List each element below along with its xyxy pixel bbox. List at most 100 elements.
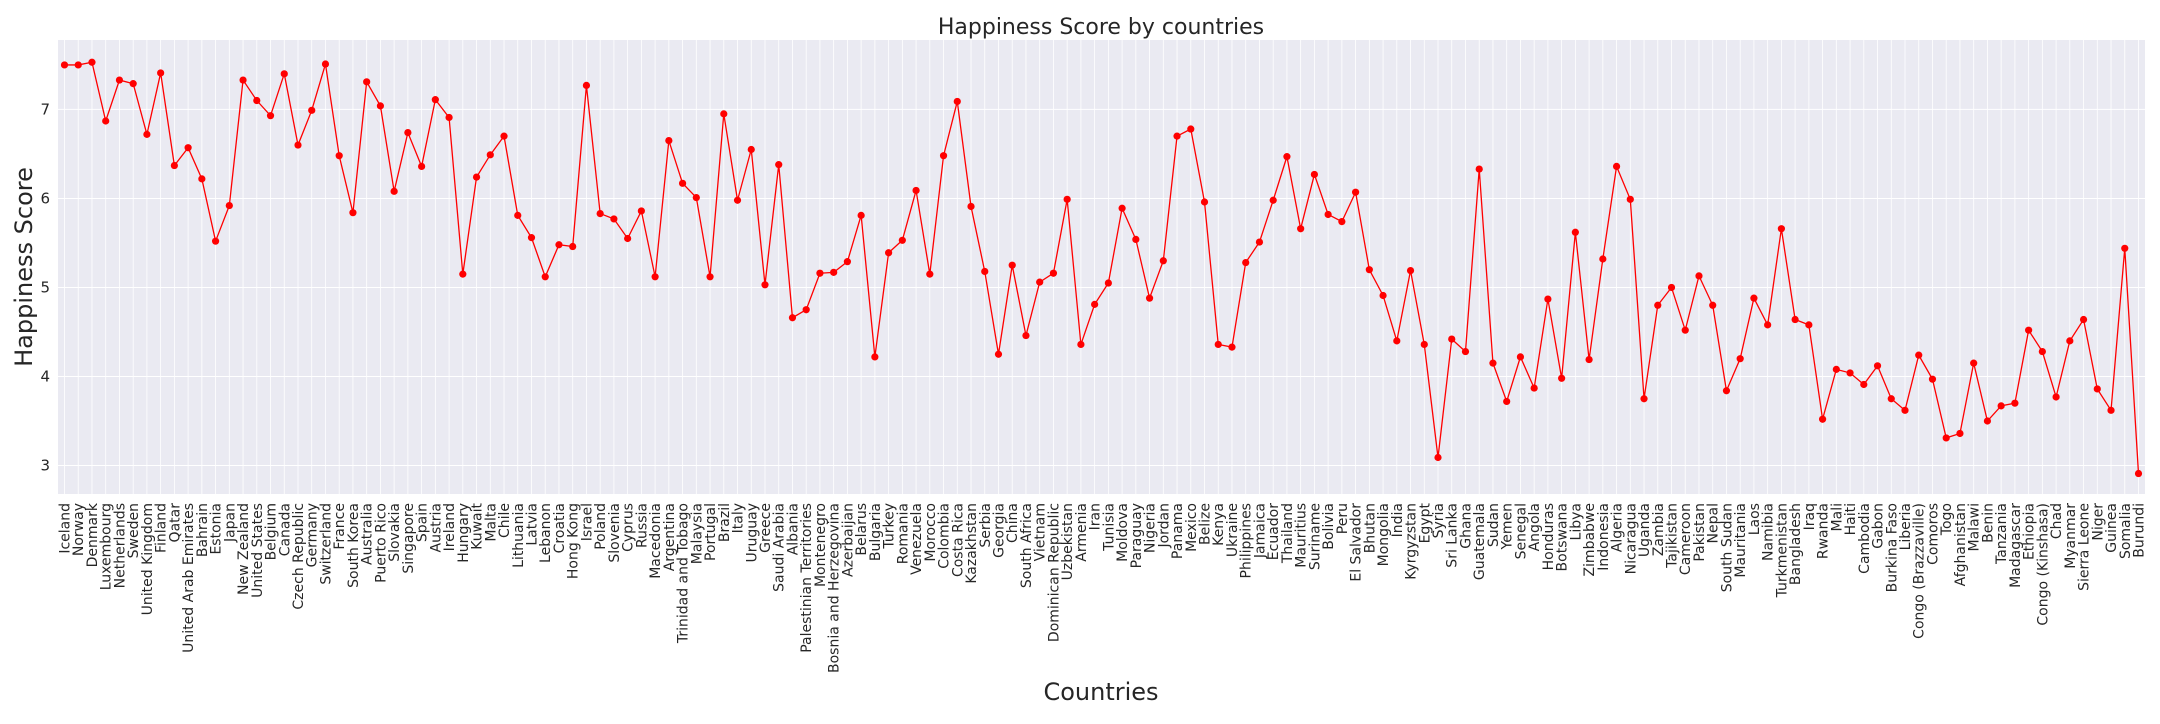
x-tick-label: Montenegro: [813, 503, 829, 587]
data-point: [994, 350, 1003, 358]
data-point: [802, 306, 810, 314]
x-tick-label: Philippines: [1239, 503, 1255, 578]
x-tick-label: Thailand: [1280, 503, 1296, 564]
x-tick-label: Jamaica: [1252, 503, 1268, 559]
x-tick-label: Nepal: [1706, 503, 1722, 543]
x-tick-label: South Africa: [1019, 503, 1035, 588]
data-point: [678, 179, 687, 187]
x-tick-label: South Korea: [346, 503, 362, 588]
x-tick-label: Turkmenistan: [1774, 503, 1790, 598]
data-point: [1338, 218, 1346, 226]
x-tick-label: Japan: [222, 503, 238, 543]
x-tick-label: Italy: [731, 503, 747, 533]
data-point: [1503, 397, 1511, 406]
x-tick-label: Latvia: [524, 503, 540, 546]
data-point: [706, 273, 714, 281]
data-point: [733, 196, 742, 204]
x-tick-label: Singapore: [401, 503, 417, 574]
x-tick-label: Ukraine: [1225, 503, 1241, 557]
x-tick-label: Tajikistan: [1665, 503, 1681, 569]
data-point: [1832, 365, 1840, 373]
x-tick-label: Cyprus: [621, 503, 637, 552]
data-point: [1571, 228, 1579, 236]
x-tick-label: Greece: [758, 503, 774, 553]
data-point: [1406, 266, 1415, 275]
data-point: [967, 202, 975, 211]
x-tick-label: Brazil: [717, 503, 733, 542]
x-tick-label: Czech Republic: [291, 503, 307, 610]
data-point: [1873, 362, 1882, 370]
x-tick-label: Turkey: [882, 503, 898, 550]
x-tick-label: Estonia: [209, 503, 225, 555]
x-tick-label: Somalia: [2118, 503, 2134, 559]
data-point: [1942, 434, 1950, 442]
data-point: [1956, 429, 1964, 438]
data-point: [1351, 188, 1360, 196]
x-tick-label: Ethiopia: [2022, 503, 2038, 560]
data-point: [582, 81, 591, 89]
x-tick-label: Mali: [1829, 503, 1845, 531]
data-point: [486, 151, 494, 159]
x-tick-label: Libya: [1568, 503, 1584, 540]
data-point: [651, 273, 659, 281]
x-tick-label: Hong Kong: [566, 503, 582, 579]
y-tick-labels: 3 4 5 6 7: [40, 100, 50, 474]
x-tick-label: Cameroon: [1678, 503, 1694, 575]
data-point: [1173, 132, 1181, 140]
x-tick-label: India: [1390, 503, 1406, 537]
x-tick-label: Ireland: [442, 503, 458, 551]
x-tick-label: Angola: [1527, 503, 1543, 551]
data-point: [2134, 469, 2143, 478]
data-point: [1461, 347, 1470, 356]
x-tick-label: Indonesia: [1596, 503, 1612, 571]
data-point: [1104, 279, 1112, 287]
data-point: [1818, 415, 1827, 423]
x-tick-label: Chad: [2049, 503, 2065, 539]
x-tick-label: Zambia: [1651, 503, 1667, 556]
data-point: [2079, 315, 2088, 324]
x-tick-label: Gabon: [1871, 503, 1887, 549]
data-point: [1530, 384, 1538, 392]
y-tick-label: 6: [40, 189, 50, 207]
data-point: [1132, 235, 1140, 244]
data-point: [1777, 225, 1785, 233]
data-point: [2011, 399, 2019, 407]
data-point: [953, 97, 961, 106]
x-tick-label: Macedonia: [648, 503, 664, 579]
data-point: [2107, 406, 2115, 414]
data-point: [253, 96, 261, 105]
data-point: [527, 234, 536, 242]
data-point: [1544, 295, 1552, 303]
x-tick-label: Mexico: [1184, 503, 1200, 552]
x-tick-label: China: [1005, 503, 1021, 543]
data-point: [74, 61, 82, 69]
x-tick-label: Kyrgyzstan: [1404, 503, 1420, 580]
x-tick-label: Panama: [1170, 503, 1186, 559]
x-tick-label: Uruguay: [744, 503, 760, 563]
data-point: [1145, 294, 1154, 302]
x-tick-label: Switzerland: [318, 503, 334, 585]
x-tick-label: Ghana: [1458, 503, 1474, 549]
data-point: [885, 249, 893, 257]
data-point: [1846, 369, 1854, 377]
x-tick-label: Laos: [1747, 503, 1763, 535]
x-tick-label: Egypt: [1417, 503, 1433, 544]
x-tick-label: Guatemala: [1472, 503, 1488, 580]
data-point: [624, 234, 632, 243]
x-tick-label: Serbia: [978, 503, 994, 548]
data-point: [129, 80, 137, 88]
x-tick-label: Rwanda: [1816, 503, 1832, 559]
x-tick-label: Belgium: [264, 503, 280, 560]
data-point: [1887, 395, 1895, 403]
x-tick-label: Netherlands: [112, 503, 128, 588]
x-tick-label: Madagascar: [2008, 503, 2024, 588]
x-tick-label: Bangladesh: [1788, 503, 1804, 585]
x-tick-label: Australia: [360, 503, 376, 565]
data-point: [939, 152, 948, 160]
data-point: [830, 268, 838, 276]
data-point: [170, 161, 178, 170]
x-tick-label: Tanzania: [1994, 503, 2010, 565]
data-point: [1901, 406, 1909, 414]
x-tick-label: Liberia: [1898, 503, 1914, 550]
data-point: [1393, 337, 1401, 345]
